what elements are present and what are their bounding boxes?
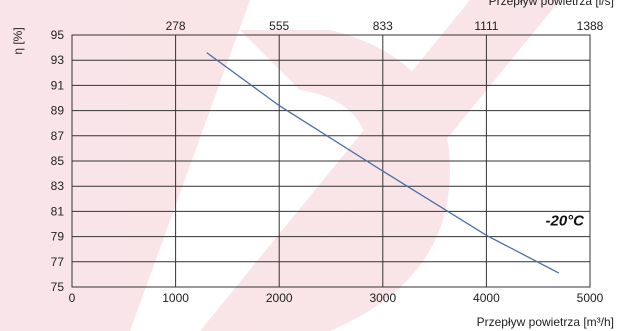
watermark-stripe-right	[200, 0, 560, 331]
top-tick-label: 555	[269, 19, 289, 33]
series-layer: -20°C	[206, 52, 585, 274]
x-tick-label: 4000	[473, 291, 500, 305]
y-axis-ticks: 75 77 79 81 83 85 87 89 91 93 95	[51, 28, 65, 294]
y-tick-label: 93	[51, 53, 65, 67]
x-tick-label: 3000	[369, 291, 396, 305]
y-tick-label: 95	[51, 28, 65, 42]
y-tick-label: 75	[51, 280, 65, 294]
top-tick-label: 1388	[577, 19, 604, 33]
x-tick-label: 0	[69, 291, 76, 305]
plot-frame	[71, 34, 591, 288]
y-tick-label: 89	[51, 104, 65, 118]
watermark-letter	[240, 30, 450, 331]
watermark-stripe-left	[0, 0, 250, 331]
y-axis-title: η [%]	[11, 27, 25, 54]
y-tick-label: 87	[51, 129, 65, 143]
top-tick-label: 1111	[474, 19, 498, 33]
x-tick-label: 2000	[266, 291, 293, 305]
y-tick-label: 81	[51, 204, 65, 218]
series-label: -20°C	[545, 212, 585, 229]
top-axis-ticks: 278 555 833 1111 1388	[166, 19, 604, 33]
x-tick-label: 1000	[162, 291, 189, 305]
y-tick-label: 79	[51, 230, 65, 244]
y-tick-label: 83	[51, 179, 65, 193]
top-axis-title: Przepływ powietrza [l/s]	[489, 0, 614, 8]
y-tick-label: 77	[51, 255, 65, 269]
top-tick-label: 278	[166, 19, 186, 33]
watermark-logo	[0, 0, 560, 331]
x-tick-label: 5000	[577, 291, 604, 305]
series-line	[206, 52, 560, 274]
top-tick-label: 833	[373, 19, 393, 33]
x-axis-title: Przepływ powietrza [m³/h]	[477, 315, 614, 329]
y-tick-label: 85	[51, 154, 65, 168]
y-tick-label: 91	[51, 78, 65, 92]
x-axis-ticks: 0 1000 2000 3000 4000 5000	[69, 291, 604, 305]
